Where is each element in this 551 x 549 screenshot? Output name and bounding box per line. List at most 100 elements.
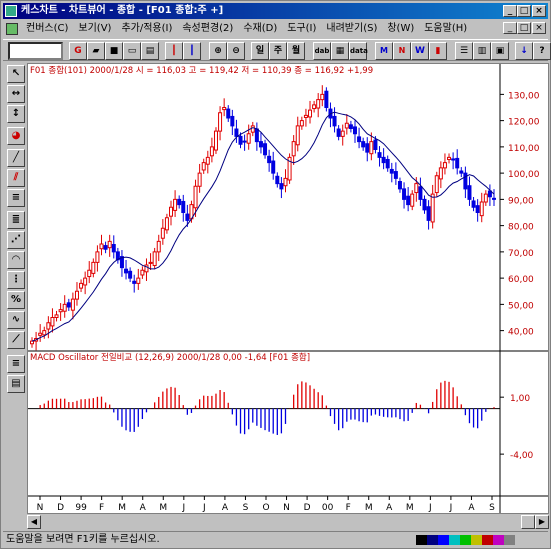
candle-body xyxy=(455,157,460,169)
parallel-icon[interactable]: ≡ xyxy=(7,189,25,207)
data-button[interactable]: dab xyxy=(313,42,331,60)
stock-chart: 130,00 120,00 110,00 100,00 90,00 80,00 70,00 6… xyxy=(28,64,548,513)
download-icon[interactable]: ↓ xyxy=(515,42,533,60)
candle-body xyxy=(492,197,496,200)
candle-body xyxy=(406,195,411,206)
period-day-button[interactable]: 일 xyxy=(251,42,269,60)
candle-body xyxy=(295,125,300,146)
candle-body xyxy=(62,303,67,312)
x-tick-label: F xyxy=(99,503,104,513)
candle-body xyxy=(308,109,313,118)
macd-label: MACD Oscillator 전일비교 (12,26,9) 2000/1/28… xyxy=(30,352,310,363)
candle-body xyxy=(320,93,325,101)
menu-item-2[interactable]: 추가/적용(I) xyxy=(121,23,173,34)
candle-body xyxy=(144,264,149,273)
candle-body xyxy=(283,177,288,187)
indicator-icon[interactable]: M xyxy=(375,42,393,60)
cursor-icon[interactable]: ↖ xyxy=(7,65,25,83)
candle-body xyxy=(299,120,304,127)
regression-icon[interactable]: ⟋ xyxy=(7,331,25,349)
candle-body xyxy=(475,205,480,214)
moving-average-line xyxy=(31,111,495,342)
y-tick-label: 110,00 xyxy=(508,144,540,154)
close-button[interactable]: × xyxy=(532,5,546,17)
split-vertical-icon[interactable]: ▥ xyxy=(473,42,491,60)
fibonacci-icon[interactable]: ≣ xyxy=(7,211,25,229)
candle-body xyxy=(451,158,456,161)
layout-icon[interactable]: ▤ xyxy=(141,42,159,60)
vertical-bar-icon[interactable]: ▮ xyxy=(429,42,447,60)
menu-item-8[interactable]: 도움말(H) xyxy=(424,23,468,34)
x-tick-label: M xyxy=(118,503,126,513)
drawing-toolbar: ↖ ↔ ↕ ◕ ╱ ⫽ ≡ ≣ ⋰ ◠ ⋮ % ∿ ⟋ ≡ ▤ xyxy=(7,65,25,395)
candle-body xyxy=(164,217,169,231)
channel-icon[interactable]: ⫽ xyxy=(7,169,25,187)
zoom-out-icon[interactable]: ⊖ xyxy=(227,42,245,60)
period-week-button[interactable]: 주 xyxy=(269,42,287,60)
candle-body xyxy=(463,172,468,190)
palette-icon[interactable]: ◕ xyxy=(7,127,25,145)
help-icon[interactable]: ? xyxy=(533,42,551,60)
zoom-in-icon[interactable]: ⊕ xyxy=(209,42,227,60)
y-tick-label: 70,00 xyxy=(508,249,534,259)
y-tick-label: 90,00 xyxy=(508,196,534,206)
candle-icon[interactable]: ┃ xyxy=(183,42,201,60)
chart-area[interactable]: 130,00 120,00 110,00 100,00 90,00 80,00 70,00 6… xyxy=(27,63,549,514)
x-tick-label: D xyxy=(57,503,64,513)
candle-body xyxy=(226,108,231,119)
candle-body xyxy=(275,175,280,185)
candle-body xyxy=(340,130,345,137)
list-icon[interactable]: ▤ xyxy=(7,375,25,393)
period-month-button[interactable]: 월 xyxy=(287,42,305,60)
menu-item-5[interactable]: 도구(I) xyxy=(287,23,317,34)
child-minimize-button[interactable]: _ xyxy=(503,22,517,34)
red-indicator-icon[interactable]: N xyxy=(393,42,411,60)
cycle-icon[interactable]: ∿ xyxy=(7,311,25,329)
scroll-right-button[interactable]: ▶ xyxy=(535,515,549,529)
candle-body xyxy=(263,143,268,156)
menu-item-0[interactable]: 컨버스(C) xyxy=(26,23,69,34)
bar-chart-icon[interactable]: ┃ xyxy=(165,42,183,60)
child-close-button[interactable]: × xyxy=(532,22,546,34)
candle-body xyxy=(422,198,427,211)
menu-item-6[interactable]: 내려받기(S) xyxy=(326,23,378,34)
retracement-icon[interactable]: ⋮ xyxy=(7,271,25,289)
menu-item-3[interactable]: 속성편경(2) xyxy=(182,23,234,34)
scroll-left-button[interactable]: ◀ xyxy=(27,515,41,529)
menu-item-1[interactable]: 보기(V) xyxy=(78,23,112,34)
text-icon[interactable]: ≡ xyxy=(7,355,25,373)
fan-icon[interactable]: ⋰ xyxy=(7,231,25,249)
vertical-arrow-icon[interactable]: ↕ xyxy=(7,105,25,123)
candle-body xyxy=(103,245,108,250)
new-icon[interactable]: G xyxy=(69,42,87,60)
candle-body xyxy=(58,309,63,313)
window-icon[interactable]: ▭ xyxy=(123,42,141,60)
candle-body xyxy=(201,162,206,171)
menu-item-4[interactable]: 수재(D) xyxy=(243,23,278,34)
trendline-icon[interactable]: ╱ xyxy=(7,149,25,167)
horizontal-scrollbar[interactable]: ◀ ▶ xyxy=(27,515,549,529)
menu-item-7[interactable]: 창(W) xyxy=(387,23,415,34)
chart-title: F01 종합(101) 2000/1/28 시 = 116,03 고 = 119… xyxy=(30,66,373,76)
grid-icon[interactable]: ▦ xyxy=(331,42,349,60)
save-icon[interactable]: ■ xyxy=(105,42,123,60)
candle-body xyxy=(177,198,182,206)
candle-body xyxy=(119,256,124,269)
open-icon[interactable]: ▰ xyxy=(87,42,105,60)
scroll-thumb[interactable] xyxy=(521,515,535,529)
x-tick-label: A xyxy=(140,503,147,513)
symbol-combo[interactable] xyxy=(8,42,63,60)
minimize-button[interactable]: _ xyxy=(503,5,517,17)
percent-icon[interactable]: % xyxy=(7,291,25,309)
split-horizontal-icon[interactable]: ☰ xyxy=(455,42,473,60)
maximize-button[interactable]: □ xyxy=(517,5,531,17)
candle-body xyxy=(410,193,415,207)
horizontal-arrow-icon[interactable]: ↔ xyxy=(7,85,25,103)
child-restore-button[interactable]: □ xyxy=(517,22,531,34)
arc-icon[interactable]: ◠ xyxy=(7,251,25,269)
print-icon[interactable]: ▣ xyxy=(491,42,509,60)
w-indicator-icon[interactable]: W xyxy=(411,42,429,60)
candle-body xyxy=(381,156,386,164)
y-tick-label: 120,00 xyxy=(508,118,540,128)
data-table-button[interactable]: data xyxy=(349,42,368,60)
